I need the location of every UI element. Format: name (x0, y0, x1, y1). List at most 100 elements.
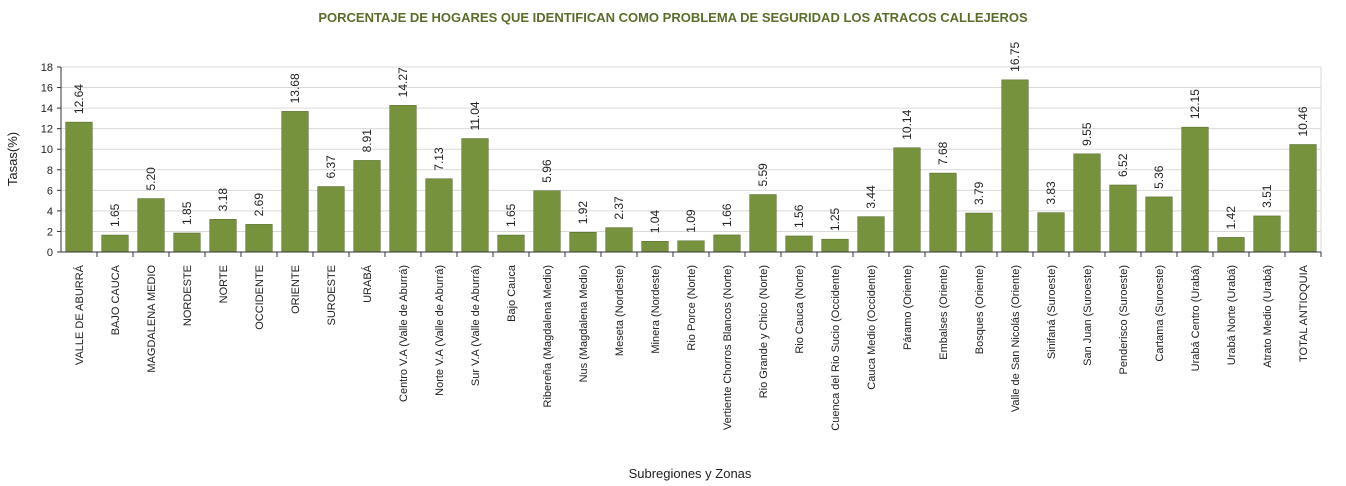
x-tick-label: OCCIDENTE (254, 265, 266, 330)
bar-value-label: 1.42 (1224, 206, 1238, 230)
bar-value-label: 3.51 (1260, 184, 1274, 208)
bar (893, 147, 921, 253)
x-tick-label: BAJO CAUCA (110, 264, 122, 335)
bar-value-label: 1.04 (648, 210, 662, 234)
bar (821, 238, 849, 253)
bar-value-label: 9.55 (1080, 122, 1094, 146)
y-tick-label: 0 (47, 247, 53, 259)
bar (461, 138, 489, 253)
y-tick-label: 12 (41, 124, 53, 136)
bar-value-label: 2.37 (612, 196, 626, 220)
x-tick-label: Sur V.A (Valle de Aburrá) (470, 265, 482, 386)
bar-value-label: 3.83 (1044, 181, 1058, 205)
bar (677, 240, 705, 253)
bar (641, 241, 669, 253)
bar-value-label: 3.44 (864, 185, 878, 209)
y-tick-label: 6 (47, 185, 53, 197)
bar-value-label: 3.79 (972, 181, 986, 205)
x-tick-label: Urabá Norte (Urabá) (1226, 265, 1238, 365)
bar (317, 186, 345, 253)
x-tick-label: NORTE (218, 265, 230, 303)
bar (137, 198, 165, 253)
x-tick-label: SUROESTE (326, 265, 338, 326)
bar-value-label: 10.46 (1296, 106, 1310, 136)
bar (1145, 196, 1173, 253)
bar-value-label: 1.92 (576, 201, 590, 225)
x-tick-label: Sinifaná (Suroeste) (1046, 265, 1058, 359)
x-tick-label: Vertiente Chorros Blancos (Norte) (722, 265, 734, 430)
bar (533, 190, 561, 253)
x-tick-label: NORDESTE (182, 265, 194, 326)
x-tick-label: Valle de San Nicolás (Oriente) (1010, 265, 1022, 412)
bar-value-label: 3.18 (216, 188, 230, 212)
x-axis-title: Subregiones y Zonas (629, 466, 752, 481)
y-axis-title: Tasas(%) (5, 132, 20, 186)
x-tick-label: TOTAL ANTIOQUIA (1298, 264, 1310, 362)
bar-value-label: 1.56 (792, 204, 806, 228)
axes (57, 66, 1322, 257)
x-tick-label: Norte V.A (Valle de Aburrá) (434, 265, 446, 396)
bar-value-label: 11.04 (468, 101, 482, 130)
x-tick-label: Ribereña (Magdalena Medio) (542, 265, 554, 407)
labels: 0 2 4 6 8 10 12 14 16 18 12.64 VALLE DE ABURRÁ 1.65 B… (41, 41, 1310, 430)
bar-value-label: 14.27 (396, 67, 410, 97)
y-tick-label: 8 (47, 165, 53, 177)
y-tick-label: 14 (41, 103, 53, 115)
bars (65, 79, 1317, 253)
bar (425, 178, 453, 253)
x-tick-label: Nus (Magdalena Medio) (578, 265, 590, 382)
bar (209, 219, 237, 253)
bar (1253, 215, 1281, 253)
x-tick-label: Meseta (Nordeste) (614, 265, 626, 356)
x-tick-label: San Juan (Suroeste) (1082, 265, 1094, 366)
x-tick-label: URABÁ (361, 264, 374, 303)
x-tick-label: Bajo Cauca (506, 264, 518, 322)
x-tick-label: Minera (Nordeste) (650, 265, 662, 354)
bar (245, 224, 273, 253)
bar (569, 232, 597, 253)
chart-title: PORCENTAJE DE HOGARES QUE IDENTIFICAN CO… (318, 10, 1028, 25)
bar-value-label: 10.14 (900, 109, 914, 139)
x-tick-label: Cartama (Suroeste) (1154, 265, 1166, 362)
bar-value-label: 7.68 (936, 141, 950, 165)
y-tick-label: 16 (41, 83, 53, 95)
bar (497, 234, 525, 253)
x-tick-label: ORIENTE (290, 265, 302, 314)
bar-value-label: 2.69 (252, 193, 266, 217)
x-tick-label: Centro V.A (Valle de Aburrá) (398, 265, 410, 402)
bar (173, 232, 201, 253)
x-tick-label: Atrato Medio (Urabá) (1262, 265, 1274, 368)
bar (965, 212, 993, 253)
bar-value-label: 1.09 (684, 209, 698, 233)
bar-value-label: 1.25 (828, 207, 842, 231)
bar-value-label: 1.65 (108, 203, 122, 227)
bar-value-label: 1.65 (504, 203, 518, 227)
bar (389, 105, 417, 253)
bar (713, 234, 741, 253)
bar-value-label: 5.59 (756, 163, 770, 187)
bar (281, 111, 309, 253)
bar-value-label: 1.85 (180, 201, 194, 225)
bar (857, 216, 885, 253)
bar (1001, 79, 1029, 253)
bar (353, 160, 381, 253)
x-tick-label: Páramo (Oriente) (902, 265, 914, 350)
x-tick-label: VALLE DE ABURRÁ (73, 264, 86, 365)
y-tick-label: 18 (41, 62, 53, 74)
y-tick-label: 4 (47, 206, 53, 218)
bar-value-label: 16.75 (1008, 41, 1022, 71)
bar-value-label: 6.37 (324, 155, 338, 179)
bar (785, 235, 813, 253)
bar (749, 194, 777, 253)
bar (605, 227, 633, 253)
bar-value-label: 5.20 (144, 167, 158, 191)
bar (1217, 237, 1245, 253)
x-tick-label: Rio Grande y Chico (Norte) (758, 265, 770, 398)
bar (1109, 184, 1137, 253)
bar-value-label: 8.91 (360, 129, 374, 153)
bar-value-label: 5.36 (1152, 165, 1166, 189)
x-tick-label: Cuenca del Rio Sucio (Occidente) (830, 265, 842, 431)
bar (1073, 153, 1101, 253)
x-tick-label: Rio Porce (Norte) (686, 265, 698, 351)
